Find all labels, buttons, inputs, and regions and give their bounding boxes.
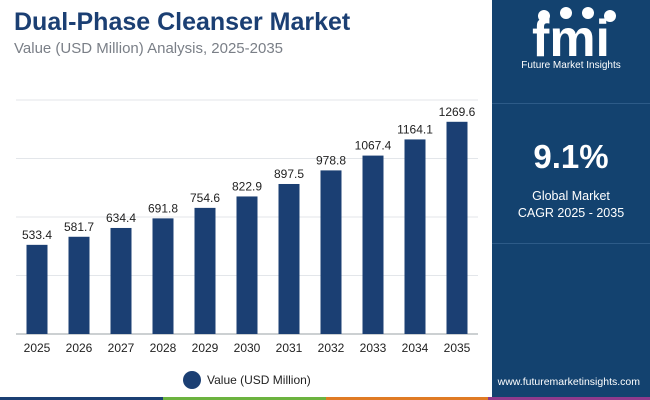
bar <box>362 155 384 334</box>
website-link[interactable]: www.futuremarketinsights.com <box>497 376 640 388</box>
x-tick-label: 2033 <box>360 341 387 355</box>
panel-divider <box>492 243 650 244</box>
data-label: 978.8 <box>316 153 346 167</box>
bar <box>320 170 342 334</box>
chart-title: Dual-Phase Cleanser Market <box>14 8 351 36</box>
x-tick-label: 2028 <box>150 341 177 355</box>
x-tick-label: 2026 <box>66 341 93 355</box>
chart-subtitle: Value (USD Million) Analysis, 2025-2035 <box>14 40 284 57</box>
logo-tagline: Future Market Insights <box>521 60 621 71</box>
data-label: 1269.6 <box>439 105 476 119</box>
data-label: 1067.4 <box>355 139 392 153</box>
data-label: 897.5 <box>274 167 304 181</box>
data-label: 581.7 <box>64 220 94 234</box>
x-tick-label: 2027 <box>108 341 135 355</box>
bar <box>152 218 174 334</box>
legend-label: Value (USD Million) <box>207 373 311 387</box>
data-label: 634.4 <box>106 211 136 225</box>
bottom-color-bar-4 <box>488 397 650 400</box>
x-tick-label: 2029 <box>192 341 219 355</box>
side-panel: fmi Future Market Insights 9.1% Global M… <box>492 0 650 400</box>
cagr-label-line2: CAGR 2025 - 2035 <box>517 206 625 220</box>
bar <box>194 207 216 334</box>
cagr-label: Global Market CAGR 2025 - 2035 <box>492 188 650 222</box>
x-tick-label: 2030 <box>234 341 261 355</box>
cagr-label-line1: Global Market <box>532 189 610 203</box>
bar <box>278 183 300 334</box>
cagr-value: 9.1% <box>533 138 609 175</box>
legend: Value (USD Million) <box>183 371 311 389</box>
bar <box>404 139 426 334</box>
x-tick-label: 2032 <box>318 341 345 355</box>
x-tick-label: 2034 <box>402 341 429 355</box>
x-tick-label: 2025 <box>24 341 51 355</box>
x-tick-label: 2031 <box>276 341 303 355</box>
bottom-color-bar-3 <box>326 397 488 400</box>
data-label: 1164.1 <box>397 122 433 136</box>
bar <box>26 244 48 334</box>
bar-chart: 533.4 2025 581.7 2026 634.4 2027 691.8 2028 754.… <box>16 99 478 355</box>
fmi-logo: fmi <box>532 7 616 66</box>
data-label: 754.6 <box>190 191 220 205</box>
bottom-color-bar-2 <box>163 397 326 400</box>
bar <box>68 236 90 334</box>
panel-divider <box>492 103 650 104</box>
bar <box>446 121 468 334</box>
bottom-color-bar-1 <box>0 397 163 400</box>
data-label: 691.8 <box>148 201 178 215</box>
data-label: 533.4 <box>22 228 52 242</box>
x-tick-label: 2035 <box>444 341 471 355</box>
legend-swatch <box>183 371 201 389</box>
bar <box>236 196 258 334</box>
bar <box>110 227 132 334</box>
data-label: 822.9 <box>232 179 262 193</box>
